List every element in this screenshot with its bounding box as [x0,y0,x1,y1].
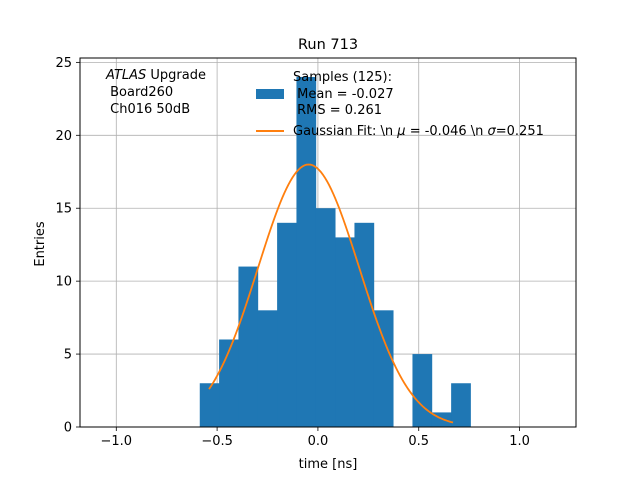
plot-frame [79,57,577,428]
histogram-bar [451,383,471,427]
board-label: Board260 [106,85,173,100]
legend-fit-prefix: Gaussian Fit: \n [293,124,397,139]
y-tick-label: 0 [64,421,72,436]
upgrade-label: Upgrade [146,68,206,83]
y-axis-label: Entries [33,221,48,267]
histogram-bar [373,310,394,427]
chart-title: Run 713 [298,37,358,53]
legend: Samples (125): Mean = -0.027 RMS = 0.261… [256,70,544,139]
legend-samples-line-3: RMS = 0.261 [293,103,382,118]
x-tick-label: 0.5 [408,434,429,449]
gaussian-fit-curve [208,163,454,424]
x-tick-label: −0.5 [201,434,233,449]
histogram-bar [412,354,433,427]
atlas-label: ATLAS [105,68,146,83]
legend-fit-suffix: =0.251 [496,124,544,139]
y-tick-label: 15 [55,202,72,217]
legend-samples-line-1: Samples (125): [293,70,392,85]
histogram-bar [238,266,259,427]
y-tick-label: 5 [64,348,72,363]
histogram-bar [199,383,220,427]
axis-ticks: −1.0 −0.5 0.0 0.5 1.0 0 5 10 15 20 25 [55,56,529,449]
y-tick-label: 25 [55,56,72,71]
y-tick-label: 10 [55,275,72,290]
legend-fit-label: Gaussian Fit: \n μ = -0.046 \n σ=0.251 [293,124,544,139]
svg-text:ATLAS Upgrade: ATLAS Upgrade [105,68,206,83]
x-axis-label: time [ns] [299,457,358,472]
x-tick-label: 0.0 [308,434,329,449]
histogram-bar [257,310,278,427]
legend-fit-sigma: σ [488,124,497,139]
y-tick-label: 20 [55,129,72,144]
channel-label: Ch016 50dB [106,102,190,117]
legend-fit-mu: μ [396,124,405,139]
x-tick-label: 1.0 [509,434,530,449]
legend-samples-line-2: Mean = -0.027 [293,87,394,102]
legend-samples-swatch [256,89,284,99]
atlas-annotation: ATLAS Upgrade Board260 Ch016 50dB [105,68,206,117]
histogram-bar [335,237,355,427]
histogram-bar [354,222,375,427]
histogram-bar [315,208,336,427]
legend-fit-mid: = -0.046 \n [406,124,488,139]
histogram-bar [277,222,297,427]
x-tick-label: −1.0 [101,434,133,449]
gaussian-fit-layer [208,163,454,424]
